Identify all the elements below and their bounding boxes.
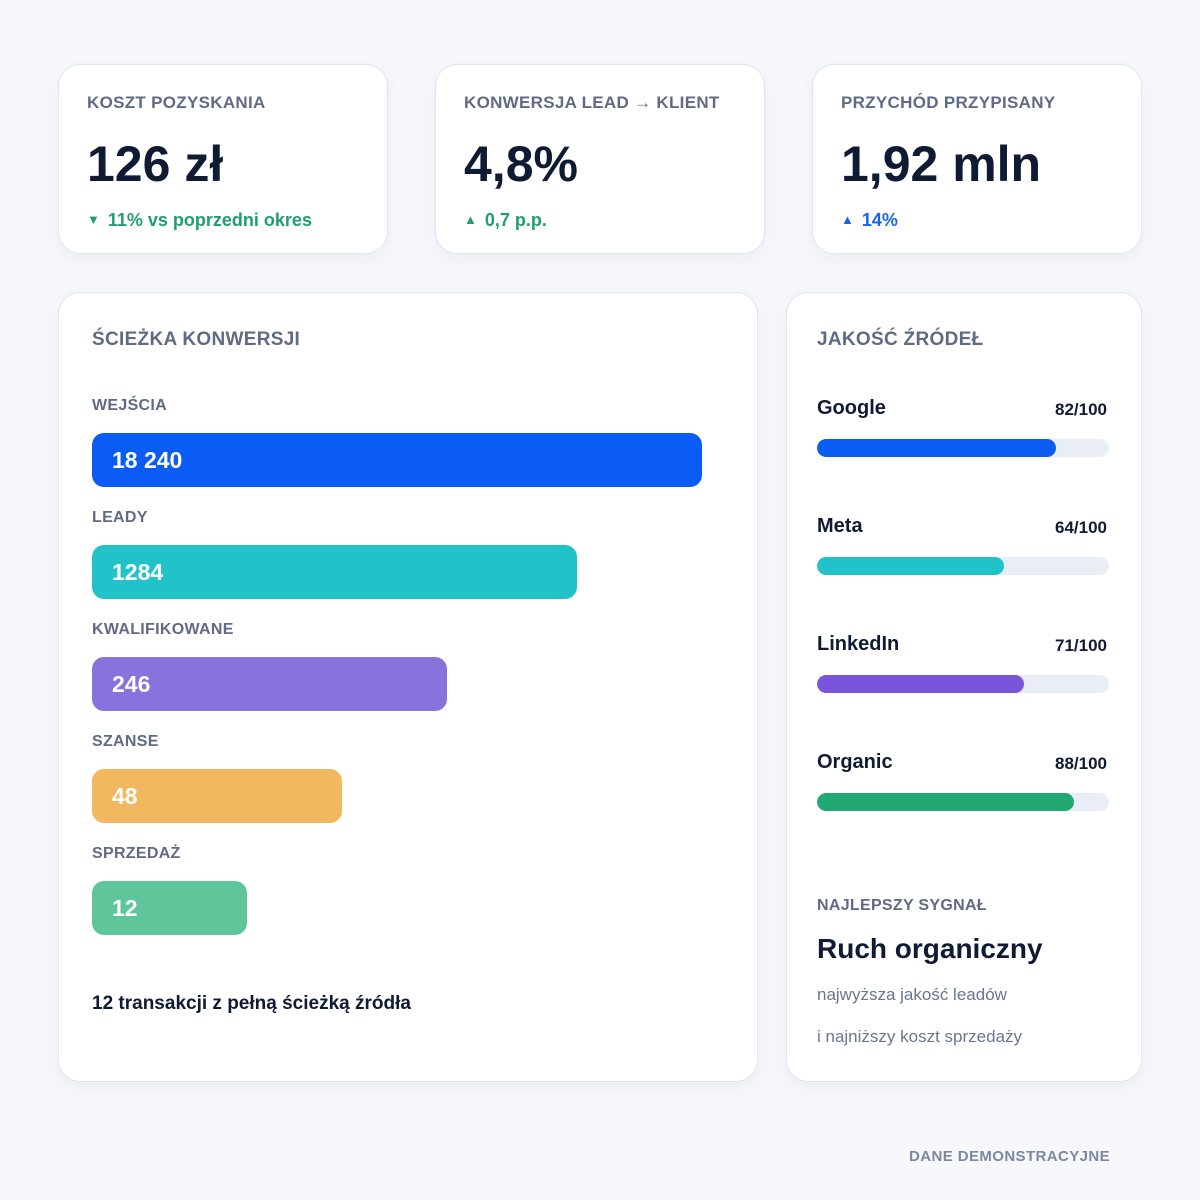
best-signal-description: i najniższy koszt sprzedaży [817, 1027, 1023, 1046]
sources-title: JAKOŚĆ ŹRÓDEŁ [817, 329, 984, 350]
source-score: 82/100 [1055, 400, 1107, 419]
source-quality-card: JAKOŚĆ ŹRÓDEŁ Google 82/100 Meta 64/100 … [786, 292, 1142, 1082]
funnel-stage-label: KWALIFIKOWANE [92, 621, 234, 638]
source-score-track [817, 557, 1109, 575]
source-score-fill [817, 439, 1057, 457]
funnel-stage-label: WEJŚCIA [92, 397, 167, 414]
kpi-value: 4,8% [464, 136, 578, 192]
kpi-label: KONWERSJA LEAD → KLIENT [464, 93, 720, 112]
source-name: Google [817, 397, 886, 419]
best-signal-value: Ruch organiczny [817, 933, 1043, 964]
kpi-delta-text: 11% vs poprzedni okres [107, 210, 312, 230]
source-score-fill [817, 675, 1025, 693]
kpi-delta-text: 0,7 p.p. [484, 210, 547, 230]
source-score-fill [817, 557, 1004, 575]
source-score: 88/100 [1055, 754, 1107, 773]
best-signal-label: NAJLEPSZY SYGNAŁ [817, 897, 987, 914]
best-signal-description: najwyższa jakość leadów [817, 985, 1007, 1004]
trend-down-icon: ▼ [87, 212, 100, 227]
funnel-bar: 12 [92, 881, 247, 935]
funnel-title: ŚCIEŻKA KONWERSJI [92, 329, 301, 350]
source-score: 64/100 [1055, 518, 1107, 537]
source-name: Meta [817, 515, 863, 537]
trend-up-icon: ▲ [464, 212, 477, 227]
kpi-value: 1,92 mln [841, 136, 1042, 192]
source-name: Organic [817, 751, 893, 773]
kpi-label: PRZYCHÓD PRZYPISANY [841, 93, 1056, 112]
funnel-stage-label: SZANSE [92, 733, 159, 750]
kpi-delta: ▼ 11% vs poprzedni okres [87, 209, 359, 231]
source-score-fill [817, 793, 1074, 811]
trend-up-icon: ▲ [841, 212, 854, 227]
kpi-card-acquisition-cost: KOSZT POZYSKANIA 126 zł ▼ 11% vs poprzed… [58, 64, 388, 254]
funnel-bar: 1284 [92, 545, 577, 599]
kpi-value: 126 zł [87, 136, 224, 192]
funnel-bar: 18 240 [92, 433, 702, 487]
source-score-track [817, 439, 1109, 457]
funnel-stage-label: LEADY [92, 509, 148, 526]
kpi-card-conversion: KONWERSJA LEAD → KLIENT 4,8% ▲ 0,7 p.p. [435, 64, 765, 254]
kpi-label: KOSZT POZYSKANIA [87, 93, 266, 112]
funnel-bar: 48 [92, 769, 343, 823]
kpi-delta: ▲ 14% [841, 209, 1113, 231]
source-score-track [817, 675, 1109, 693]
kpi-delta-text: 14% [861, 210, 898, 230]
source-name: LinkedIn [817, 633, 900, 655]
funnel-bar: 246 [92, 657, 448, 711]
kpi-delta: ▲ 0,7 p.p. [464, 209, 736, 231]
source-score-track [817, 793, 1109, 811]
source-score: 71/100 [1055, 636, 1107, 655]
kpi-card-attributed-revenue: PRZYCHÓD PRZYPISANY 1,92 mln ▲ 14% [812, 64, 1142, 254]
demo-data-note: DANE DEMONSTRACYJNE [909, 1148, 1110, 1165]
funnel-stage-label: SPRZEDAŻ [92, 845, 181, 862]
funnel-footer-text: 12 transakcji z pełną ścieżką źródła [92, 993, 411, 1014]
conversion-funnel-card: ŚCIEŻKA KONWERSJI WEJŚCIA 18 240 LEADY 1… [58, 292, 758, 1082]
